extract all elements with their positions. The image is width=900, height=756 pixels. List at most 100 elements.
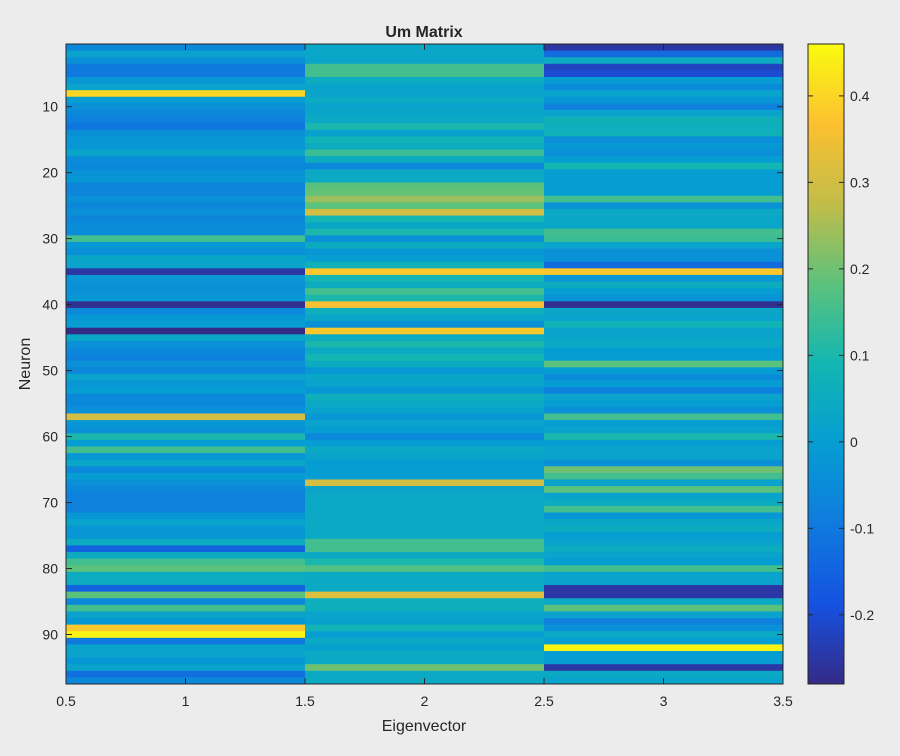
heatmap-cell [305, 314, 545, 322]
heatmap-cell [66, 552, 306, 560]
heatmap-cell [305, 393, 545, 401]
heatmap-cell [305, 499, 545, 507]
colorbar-axis: 0.4 0.3 0.2 0.1 0 -0.1 -0.2 [808, 88, 874, 623]
heatmap-cell [305, 360, 545, 368]
heatmap-cell [544, 532, 784, 540]
heatmap-cell [305, 83, 545, 91]
heatmap-cell [305, 552, 545, 560]
heatmap-cell [544, 123, 784, 131]
heatmap-cell [305, 657, 545, 665]
heatmap-cell [544, 294, 784, 302]
heatmap-cell [305, 598, 545, 606]
heatmap-cell [544, 433, 784, 441]
heatmap-cell [66, 294, 306, 302]
heatmap-cell [305, 406, 545, 414]
y-tick-label: 70 [42, 495, 58, 511]
heatmap-cell [66, 228, 306, 236]
heatmap-cell [544, 307, 784, 315]
y-tick-label: 40 [42, 297, 58, 313]
heatmap-cell [544, 76, 784, 84]
heatmap-cell [305, 505, 545, 513]
heatmap-cell [305, 50, 545, 58]
heatmap-cell [66, 261, 306, 269]
heatmap-cell [544, 334, 784, 342]
heatmap-cell [544, 519, 784, 527]
heatmap-cell [66, 235, 306, 243]
heatmap-cell [305, 519, 545, 527]
heatmap-cell [66, 611, 306, 619]
heatmap-cell [544, 175, 784, 183]
heatmap-cell [305, 189, 545, 197]
heatmap-cell [305, 571, 545, 579]
heatmap-cell [544, 136, 784, 144]
heatmap-cell [66, 241, 306, 249]
heatmap-cell [544, 156, 784, 164]
heatmap-cell [305, 109, 545, 117]
heatmap-cell [66, 532, 306, 540]
heatmap-cell [544, 393, 784, 401]
y-tick-label: 90 [42, 627, 58, 643]
heatmap-cell [305, 585, 545, 593]
x-tick-label: 3.5 [773, 693, 793, 709]
heatmap-cell [544, 202, 784, 210]
heatmap-cell [544, 301, 784, 309]
x-tick-label: 1.5 [295, 693, 315, 709]
heatmap-cell [544, 505, 784, 513]
heatmap-cell [305, 367, 545, 375]
heatmap-cell [66, 202, 306, 210]
heatmap-cell [305, 274, 545, 282]
heatmap-cell [544, 644, 784, 652]
heatmap-cell [544, 472, 784, 480]
heatmap-cell [305, 426, 545, 434]
heatmap-cell [305, 261, 545, 269]
heatmap-cell [305, 525, 545, 533]
heatmap-cell [305, 380, 545, 388]
heatmap-cell [305, 116, 545, 124]
heatmap-cell [305, 354, 545, 362]
heatmap-cell [66, 618, 306, 626]
heatmap-cell [66, 169, 306, 177]
heatmap-cell [544, 624, 784, 632]
heatmap-cell [544, 552, 784, 560]
heatmap-cell [544, 439, 784, 447]
heatmap-cell [305, 340, 545, 348]
heatmap-cell [305, 651, 545, 659]
heatmap-cell [66, 327, 306, 335]
heatmap-cell [66, 664, 306, 672]
heatmap-cell [66, 657, 306, 665]
heatmap-cell [305, 241, 545, 249]
heatmap-cell [544, 631, 784, 639]
heatmap-cell [305, 169, 545, 177]
y-tick-label: 10 [42, 99, 58, 115]
heatmap-cell [544, 195, 784, 203]
heatmap-cell [544, 149, 784, 157]
heatmap-cell [66, 519, 306, 527]
heatmap-cell [544, 360, 784, 368]
y-tick-label: 20 [42, 165, 58, 181]
heatmap-cell [66, 406, 306, 414]
heatmap-cell [66, 525, 306, 533]
heatmap-cell [66, 472, 306, 480]
heatmap-cell [66, 459, 306, 467]
heatmap-cell [66, 439, 306, 447]
heatmap-cell [544, 380, 784, 388]
heatmap-cell [544, 129, 784, 137]
heatmap-cell [305, 453, 545, 461]
x-tick-label: 3 [660, 693, 668, 709]
x-tick-label: 2.5 [534, 693, 554, 709]
heatmap-cell [544, 466, 784, 474]
heatmap-cell [305, 439, 545, 447]
heatmap-cell [66, 142, 306, 150]
heatmap-cell [544, 525, 784, 533]
heatmap-cell [544, 281, 784, 289]
heatmap-cell [305, 57, 545, 65]
heatmap-cell [544, 512, 784, 520]
heatmap-cell [305, 420, 545, 428]
heatmap-cell [305, 182, 545, 190]
heatmap-cell [66, 360, 306, 368]
heatmap-cell [305, 327, 545, 335]
heatmap-cell [66, 208, 306, 216]
heatmap-cell [544, 413, 784, 421]
heatmap-cell [66, 149, 306, 157]
y-axis-label: Neuron [17, 338, 34, 390]
